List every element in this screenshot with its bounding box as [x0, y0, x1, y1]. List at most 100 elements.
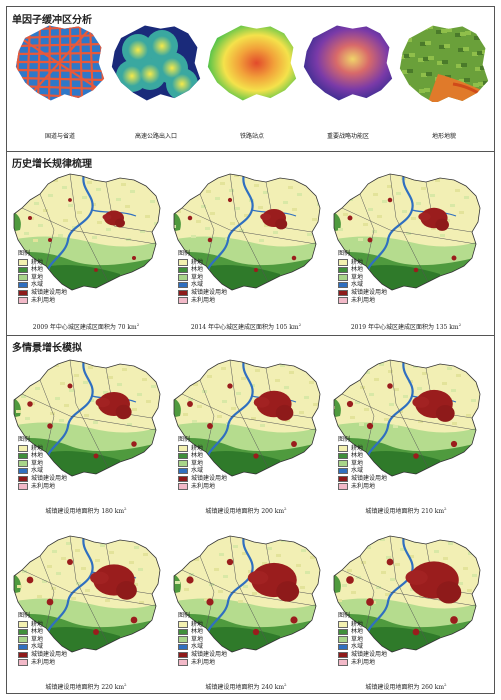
legend-swatch	[18, 281, 28, 289]
legend-swatch	[18, 259, 28, 266]
section-divider	[6, 335, 495, 336]
legend-item: 城镇建设用地	[18, 289, 67, 297]
legend-swatch	[338, 643, 348, 651]
legend-title: 图例	[338, 436, 351, 443]
legend-item: 城镇建设用地	[18, 475, 67, 483]
legend-item: 耕地	[178, 621, 227, 629]
legend-item: 草地	[18, 274, 67, 282]
map-legend: 图例 耕地 林地 草地 水域 城镇建设用地 未利用地	[338, 250, 387, 304]
legend-item: 水域	[338, 281, 387, 289]
map-legend: 图例 耕地 林地 草地 水域 城镇建设用地 未利用地	[18, 250, 67, 304]
legend-swatch	[18, 643, 28, 651]
legend-swatch	[178, 621, 188, 628]
legend-item: 草地	[178, 274, 227, 282]
legend-label: 城镇建设用地	[191, 474, 228, 482]
legend-item: 耕地	[18, 445, 67, 453]
legend-label: 城镇建设用地	[31, 650, 68, 658]
legend-swatch	[18, 297, 28, 304]
section-divider	[6, 151, 495, 152]
legend-item: 草地	[338, 274, 387, 282]
map-caption: 2014 年中心城区建成区面积为 105 km2	[190, 322, 302, 331]
legend-label: 城镇建设用地	[31, 288, 68, 296]
legend-swatch	[18, 636, 28, 643]
legend-swatch	[338, 259, 348, 266]
legend-label: 城镇建设用地	[351, 474, 388, 482]
legend-swatch	[338, 659, 348, 666]
legend-label: 城镇建设用地	[31, 474, 68, 482]
legend-title: 图例	[18, 250, 31, 257]
legend-title: 图例	[178, 250, 191, 257]
map-caption: 2009 年中心城区建成区面积为 70 km2	[32, 322, 140, 331]
section-title-factors: 单因子缓冲区分析	[12, 15, 92, 26]
legend-swatch	[338, 621, 348, 628]
legend-item: 草地	[178, 636, 227, 644]
legend-item: 水域	[178, 281, 227, 289]
legend-swatch	[178, 266, 188, 274]
legend-label: 草地	[31, 459, 44, 467]
legend-item: 耕地	[338, 445, 387, 453]
legend-swatch	[338, 460, 348, 467]
legend-swatch	[18, 483, 28, 490]
legend-item: 未利用地	[178, 659, 227, 667]
legend-label: 林地	[191, 452, 204, 460]
legend-label: 林地	[191, 628, 204, 636]
legend-item: 未利用地	[18, 483, 67, 491]
factor-caption: 地形地貌	[431, 133, 456, 140]
map-caption: 城镇建设用地面积为 220 km2	[45, 682, 127, 691]
legend-swatch	[338, 281, 348, 289]
legend-label: 水域	[351, 281, 364, 289]
legend-item: 林地	[18, 628, 67, 636]
section-title-scenarios: 多情景增长模拟	[12, 343, 82, 354]
legend-title: 图例	[18, 612, 31, 619]
legend-swatch	[338, 274, 348, 281]
legend-item: 城镇建设用地	[338, 651, 387, 659]
legend-swatch	[18, 659, 28, 666]
legend-swatch	[178, 475, 188, 483]
legend-swatch	[178, 289, 188, 297]
legend-label: 耕地	[191, 444, 204, 452]
legend-swatch	[178, 628, 188, 636]
map-legend: 图例 耕地 林地 草地 水域 城镇建设用地 未利用地	[178, 436, 227, 490]
legend-item: 耕地	[338, 259, 387, 267]
factor-caption: 高速公路出入口	[134, 133, 177, 140]
highway-exit-buffer-map-icon	[110, 24, 210, 109]
legend-label: 未利用地	[31, 296, 56, 304]
legend-label: 草地	[191, 273, 204, 281]
legend-swatch	[178, 483, 188, 490]
land-use-map-svg	[13, 535, 161, 653]
legend-item: 林地	[338, 266, 387, 274]
map-caption: 城镇建设用地面积为 210 km2	[365, 506, 447, 515]
legend-item: 未利用地	[18, 297, 67, 305]
legend-swatch	[178, 460, 188, 467]
legend-item: 城镇建设用地	[178, 289, 227, 297]
land-use-map	[330, 532, 482, 660]
legend-label: 耕地	[351, 620, 364, 628]
map-legend: 图例 耕地 林地 草地 水域 城镇建设用地 未利用地	[18, 612, 67, 666]
legend-label: 城镇建设用地	[351, 288, 388, 296]
map-legend: 图例 耕地 林地 草地 水域 城镇建设用地 未利用地	[338, 436, 387, 490]
legend-swatch	[18, 445, 28, 452]
legend-item: 未利用地	[338, 483, 387, 491]
legend-label: 耕地	[31, 620, 44, 628]
legend-label: 耕地	[191, 620, 204, 628]
legend-item: 林地	[18, 266, 67, 274]
legend-label: 草地	[351, 273, 364, 281]
legend-swatch	[178, 659, 188, 666]
legend-label: 城镇建设用地	[191, 288, 228, 296]
legend-label: 耕地	[31, 444, 44, 452]
legend-label: 未利用地	[31, 658, 56, 666]
legend-item: 林地	[178, 452, 227, 460]
figure-frame	[6, 6, 495, 694]
map-caption: 城镇建设用地面积为 240 km2	[205, 682, 287, 691]
road-network-map-icon	[14, 24, 114, 109]
legend-swatch	[18, 467, 28, 475]
strategic-zone-buffer-map-icon	[302, 24, 402, 109]
legend-label: 林地	[31, 266, 44, 274]
legend-swatch	[18, 452, 28, 460]
map-legend: 图例 耕地 林地 草地 水域 城镇建设用地 未利用地	[338, 612, 387, 666]
legend-item: 水域	[178, 643, 227, 651]
map-caption: 2019 年中心城区建成区面积为 135 km2	[350, 322, 462, 331]
legend-item: 耕地	[18, 259, 67, 267]
legend-label: 草地	[351, 635, 364, 643]
legend-swatch	[338, 483, 348, 490]
